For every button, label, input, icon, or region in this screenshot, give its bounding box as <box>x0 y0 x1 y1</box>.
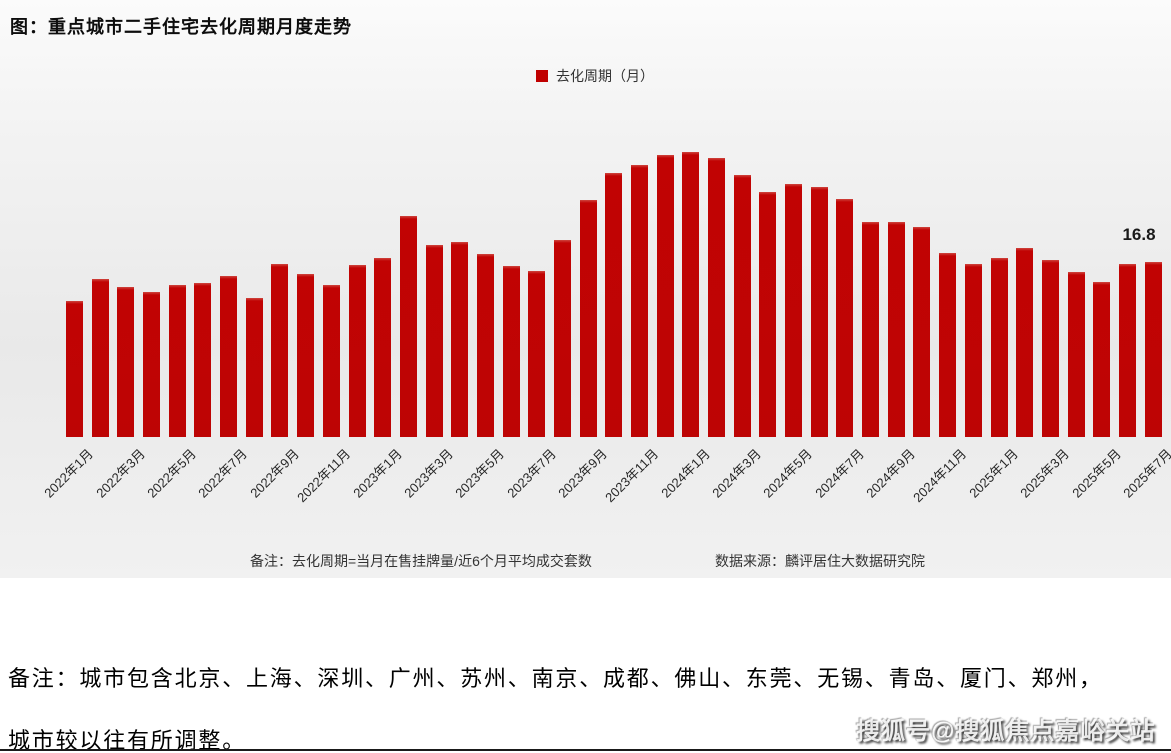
bar-2022年3月 <box>117 287 135 437</box>
bar-2024年7月 <box>836 199 854 437</box>
bar-plot: 16.8 2022年1月 2022年3月 2022年5月 2022年7月 2022年9月… <box>0 0 1171 578</box>
bar-2022年9月 <box>271 264 289 437</box>
bottom-border-line <box>0 749 1171 751</box>
bar-2023年3月 <box>425 245 443 437</box>
bar-2025年2月 <box>1016 248 1034 437</box>
bar-2023年9月 <box>579 200 597 437</box>
bar-2023年6月 <box>502 266 520 437</box>
bar-2024年6月 <box>810 187 828 437</box>
article-note-line1: 备注：城市包含北京、上海、深圳、广州、苏州、南京、成都、佛山、东莞、无锡、青岛、… <box>8 666 1103 691</box>
article-note-line2: 城市较以往有所调整。 <box>8 728 247 753</box>
bar-2024年11月 <box>939 253 957 437</box>
bar-2024年1月 <box>682 152 700 437</box>
bar-2022年6月 <box>194 283 212 437</box>
bar-2025年3月 <box>1041 260 1059 437</box>
bar-2022年12月 <box>348 265 366 437</box>
chart-legend: 去化周期（月） <box>536 66 654 86</box>
x-axis-label: 2022年5月 <box>144 446 199 501</box>
bar-2022年4月 <box>143 292 160 437</box>
legend-swatch-icon <box>536 70 548 82</box>
bar-2023年11月 <box>631 165 648 437</box>
x-axis-label: 2022年3月 <box>93 446 148 501</box>
bar-2023年5月 <box>476 254 494 437</box>
bar-2022年7月 <box>220 276 238 437</box>
bar-2023年1月 <box>374 258 392 437</box>
x-axis-label: 2023年5月 <box>452 446 508 501</box>
x-axis-label: 2023年1月 <box>349 446 405 501</box>
bar-2023年4月 <box>451 242 469 437</box>
watermark: 搜狐号@搜狐焦点嘉峪关站 <box>856 718 1156 745</box>
bar-2022年10月 <box>297 274 315 437</box>
x-axis-label: 2024年3月 <box>709 446 764 501</box>
bar-2022年2月 <box>91 279 109 437</box>
x-axis-label: 2022年11月 <box>294 446 354 506</box>
footnote-data-source: 数据来源：麟评居住大数据研究院 <box>715 553 925 569</box>
legend-label: 去化周期（月） <box>556 68 654 84</box>
last-value-label: 16.8 <box>1122 225 1156 244</box>
bar-2022年5月 <box>168 285 186 437</box>
bar-2025年6月 <box>1118 264 1136 437</box>
bar-2022年11月 <box>322 285 340 437</box>
bar-2025年1月 <box>990 258 1008 437</box>
bar-2025年5月 <box>1093 282 1111 437</box>
bar-2023年2月 <box>399 216 417 437</box>
bar-2025年4月 <box>1067 272 1085 437</box>
bar-2024年5月 <box>785 184 802 437</box>
x-axis-label: 2023年7月 <box>503 446 559 501</box>
bar-2024年4月 <box>759 192 777 437</box>
footnote-definition: 备注：去化周期=当月在售挂牌量/近6个月平均成交套数 <box>250 553 592 569</box>
x-axis-label: 2024年1月 <box>657 446 713 501</box>
x-axis-label: 2024年5月 <box>760 446 816 501</box>
x-axis-label: 2023年11月 <box>602 446 662 506</box>
bar-2024年2月 <box>708 158 725 437</box>
x-axis-label: 2022年7月 <box>195 446 251 501</box>
bar-2024年8月 <box>862 222 880 437</box>
bar-2025年7月 <box>1144 262 1162 437</box>
chart-title: 图：重点城市二手住宅去化周期月度走势 <box>10 17 352 37</box>
x-axis-label: 2025年1月 <box>966 446 1021 501</box>
x-axis-label: 2025年3月 <box>1017 446 1073 501</box>
x-axis-label: 2024年11月 <box>910 446 970 506</box>
chart-panel: 图：重点城市二手住宅去化周期月度走势 去化周期（月） 16.8 2022年1月 2… <box>0 0 1171 578</box>
bar-2023年10月 <box>605 173 623 437</box>
bar-2024年3月 <box>733 175 751 437</box>
bar-2022年8月 <box>245 298 263 437</box>
bar-2023年8月 <box>553 240 571 437</box>
x-axis-label: 2023年3月 <box>401 446 456 501</box>
x-axis-label: 2022年1月 <box>41 446 97 501</box>
bar-2024年9月 <box>887 222 905 437</box>
bar-2022年1月 <box>66 301 83 437</box>
bar-2024年12月 <box>964 264 982 437</box>
x-axis-label: 2025年5月 <box>1068 446 1124 501</box>
bar-2023年12月 <box>656 155 674 437</box>
bar-2023年7月 <box>528 271 546 437</box>
bar-2024年10月 <box>913 227 931 437</box>
x-axis-label: 2025年7月 <box>1120 446 1171 501</box>
article-note: 备注：城市包含北京、上海、深圳、广州、苏州、南京、成都、佛山、东莞、无锡、青岛、… <box>8 648 1168 753</box>
x-axis-label: 2024年7月 <box>812 446 867 501</box>
